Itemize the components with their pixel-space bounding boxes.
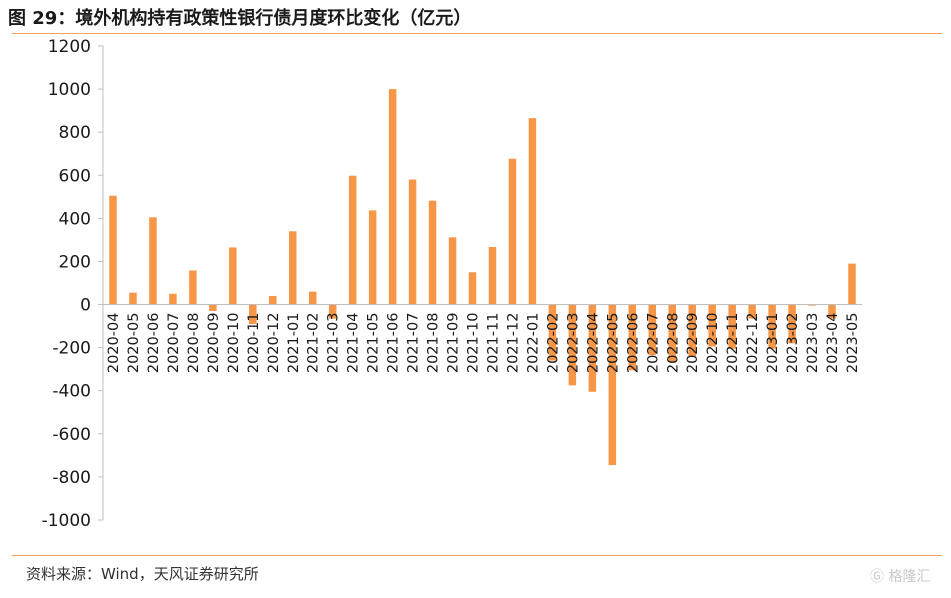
x-tick-label: 2022-08 bbox=[665, 313, 681, 374]
x-tick-label: 2022-04 bbox=[585, 313, 601, 374]
bar bbox=[129, 292, 137, 305]
x-tick-label: 2020-09 bbox=[206, 313, 222, 374]
bar bbox=[408, 179, 417, 305]
bar bbox=[468, 272, 477, 305]
bar bbox=[169, 293, 177, 305]
x-tick-label: 2021-08 bbox=[426, 313, 442, 374]
x-tick-label: 2021-04 bbox=[346, 313, 362, 374]
y-tick-label: 800 bbox=[59, 123, 91, 143]
x-tick-label: 2021-03 bbox=[326, 313, 342, 374]
bar bbox=[229, 247, 237, 305]
y-tick-label: -200 bbox=[52, 339, 91, 359]
x-tick-label: 2021-10 bbox=[466, 313, 482, 374]
x-tick-label: 2020-06 bbox=[146, 313, 162, 374]
x-tick-label: 2020-10 bbox=[226, 313, 242, 374]
x-tick-label: 2020-12 bbox=[266, 313, 282, 374]
bar bbox=[628, 304, 637, 371]
x-tick-label: 2022-11 bbox=[725, 313, 741, 374]
x-tick-label: 2022-09 bbox=[685, 313, 701, 374]
bar bbox=[448, 237, 457, 305]
bar bbox=[189, 270, 197, 305]
bar bbox=[488, 247, 497, 305]
bar bbox=[568, 304, 577, 386]
bottom-rule bbox=[12, 555, 942, 556]
bar bbox=[548, 304, 557, 361]
watermark-text: 格隆汇 bbox=[888, 569, 931, 585]
bar bbox=[588, 304, 597, 392]
top-rule bbox=[12, 33, 942, 34]
bars-group bbox=[109, 89, 856, 466]
bar bbox=[668, 304, 676, 362]
x-tick-label: 2021-09 bbox=[446, 313, 462, 374]
x-tick-label: 2022-12 bbox=[745, 313, 761, 374]
x-tick-label: 2020-11 bbox=[246, 313, 262, 374]
bar bbox=[428, 200, 437, 305]
bar bbox=[648, 304, 657, 356]
bar bbox=[269, 295, 277, 305]
bar bbox=[828, 304, 836, 319]
bar bbox=[289, 231, 297, 305]
x-tick-label: 2022-05 bbox=[605, 313, 621, 374]
y-tick-label: -800 bbox=[52, 468, 91, 488]
bar bbox=[728, 304, 736, 349]
x-tick-label: 2023-02 bbox=[785, 313, 801, 374]
bar bbox=[788, 304, 796, 344]
x-tick-label: 2022-07 bbox=[645, 313, 661, 374]
bar bbox=[608, 304, 617, 466]
y-tick-label: -400 bbox=[52, 382, 91, 402]
x-tick-label: 2022-02 bbox=[545, 313, 561, 374]
y-tick-label: 600 bbox=[59, 166, 91, 186]
y-tick-label: 0 bbox=[80, 296, 91, 316]
y-tick-label: 400 bbox=[59, 209, 91, 229]
bar bbox=[328, 304, 337, 319]
x-tick-label: 2021-02 bbox=[306, 313, 322, 374]
bar bbox=[249, 304, 257, 324]
y-tick-label: 1200 bbox=[48, 37, 91, 57]
x-tick-label: 2020-08 bbox=[186, 313, 202, 374]
x-tick-label: 2021-07 bbox=[406, 313, 422, 374]
x-tick-label: 2020-04 bbox=[106, 313, 122, 374]
bar bbox=[109, 195, 117, 305]
x-tick-label: 2022-01 bbox=[525, 313, 541, 374]
x-tick-label: 2020-05 bbox=[126, 313, 142, 374]
y-tick-label: 200 bbox=[59, 252, 91, 272]
bar bbox=[848, 263, 856, 305]
x-tick-label: 2021-12 bbox=[505, 313, 521, 374]
x-tick-label: 2021-11 bbox=[485, 313, 501, 374]
bar bbox=[768, 304, 776, 349]
x-tick-label: 2023-01 bbox=[765, 313, 781, 374]
source-note: 资料来源：Wind，天风证券研究所 bbox=[26, 565, 259, 583]
bar bbox=[748, 304, 756, 319]
x-tick-label: 2021-06 bbox=[386, 313, 402, 374]
bar bbox=[808, 304, 816, 306]
x-tick-label: 2023-05 bbox=[845, 313, 861, 374]
bar bbox=[688, 304, 696, 357]
bar bbox=[528, 118, 537, 305]
y-tick-label: 1000 bbox=[48, 80, 91, 100]
x-tick-label: 2022-06 bbox=[625, 313, 641, 374]
bar bbox=[508, 158, 517, 305]
chart-title: 图 29：境外机构持有政策性银行债月度环比变化（亿元） bbox=[8, 8, 472, 29]
x-tick-label: 2023-04 bbox=[825, 313, 841, 374]
x-tick-label: 2022-03 bbox=[565, 313, 581, 374]
x-tick-label: 2021-05 bbox=[366, 313, 382, 374]
bar bbox=[348, 175, 357, 305]
bar bbox=[209, 304, 217, 312]
x-tick-label: 2023-03 bbox=[805, 313, 821, 374]
watermark: Ⓖ 格隆汇 bbox=[870, 566, 930, 586]
bar bbox=[708, 304, 716, 347]
x-axis: 2020-04 2020-05 2020-06 2020-07 2020-08 2020-… bbox=[103, 304, 862, 374]
x-tick-label: 2020-07 bbox=[166, 313, 182, 374]
bar bbox=[308, 291, 317, 305]
y-tick-label: -1000 bbox=[42, 511, 91, 531]
bar bbox=[149, 217, 157, 305]
x-tick-label: 2022-10 bbox=[705, 313, 721, 374]
y-axis: 1200 1000 800 600 400 200 0 -200 -400 -600 -800 -10… bbox=[42, 37, 104, 531]
logo-icon: Ⓖ bbox=[870, 569, 884, 585]
bar bbox=[388, 89, 397, 305]
x-tick-label: 2021-01 bbox=[286, 313, 302, 374]
y-tick-label: -600 bbox=[52, 425, 91, 445]
bar bbox=[368, 210, 377, 305]
